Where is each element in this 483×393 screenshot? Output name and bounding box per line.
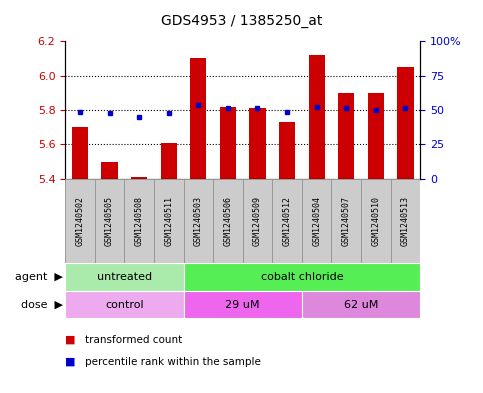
Text: ■: ■	[65, 356, 76, 367]
Bar	[154, 179, 184, 263]
Bar	[184, 291, 302, 318]
Text: GSM1240505: GSM1240505	[105, 196, 114, 246]
Text: control: control	[105, 299, 143, 310]
Text: GSM1240503: GSM1240503	[194, 196, 203, 246]
Text: GSM1240510: GSM1240510	[371, 196, 380, 246]
Bar	[361, 179, 391, 263]
Bar	[184, 263, 420, 291]
Bar	[95, 179, 125, 263]
Text: percentile rank within the sample: percentile rank within the sample	[85, 356, 260, 367]
Bar	[65, 263, 184, 291]
Text: dose  ▶: dose ▶	[21, 299, 63, 310]
Bar	[213, 179, 242, 263]
Text: untreated: untreated	[97, 272, 152, 282]
Bar	[101, 162, 118, 179]
Bar	[220, 107, 236, 179]
Bar	[398, 67, 413, 179]
Text: 62 uM: 62 uM	[344, 299, 378, 310]
Text: transformed count: transformed count	[85, 335, 182, 345]
Text: 29 uM: 29 uM	[226, 299, 260, 310]
Text: GSM1240507: GSM1240507	[342, 196, 351, 246]
Text: agent  ▶: agent ▶	[15, 272, 63, 282]
Text: GSM1240508: GSM1240508	[135, 196, 143, 246]
Bar	[161, 143, 177, 179]
Bar	[302, 179, 331, 263]
Bar	[65, 179, 95, 263]
Text: GDS4953 / 1385250_at: GDS4953 / 1385250_at	[161, 14, 322, 28]
Text: GSM1240511: GSM1240511	[164, 196, 173, 246]
Bar	[131, 177, 147, 179]
Bar	[338, 93, 355, 179]
Bar	[190, 59, 206, 179]
Text: cobalt chloride: cobalt chloride	[260, 272, 343, 282]
Text: ■: ■	[65, 335, 76, 345]
Bar	[302, 291, 420, 318]
Bar	[391, 179, 420, 263]
Text: GSM1240513: GSM1240513	[401, 196, 410, 246]
Text: GSM1240509: GSM1240509	[253, 196, 262, 246]
Bar	[331, 179, 361, 263]
Bar	[125, 179, 154, 263]
Text: GSM1240506: GSM1240506	[224, 196, 232, 246]
Text: GSM1240512: GSM1240512	[283, 196, 292, 246]
Text: GSM1240502: GSM1240502	[75, 196, 85, 246]
Bar	[65, 291, 184, 318]
Bar	[368, 93, 384, 179]
Bar	[184, 179, 213, 263]
Bar	[242, 179, 272, 263]
Bar	[249, 108, 266, 179]
Text: GSM1240504: GSM1240504	[312, 196, 321, 246]
Bar	[272, 179, 302, 263]
Bar	[279, 122, 295, 179]
Bar	[309, 55, 325, 179]
Bar	[72, 127, 88, 179]
